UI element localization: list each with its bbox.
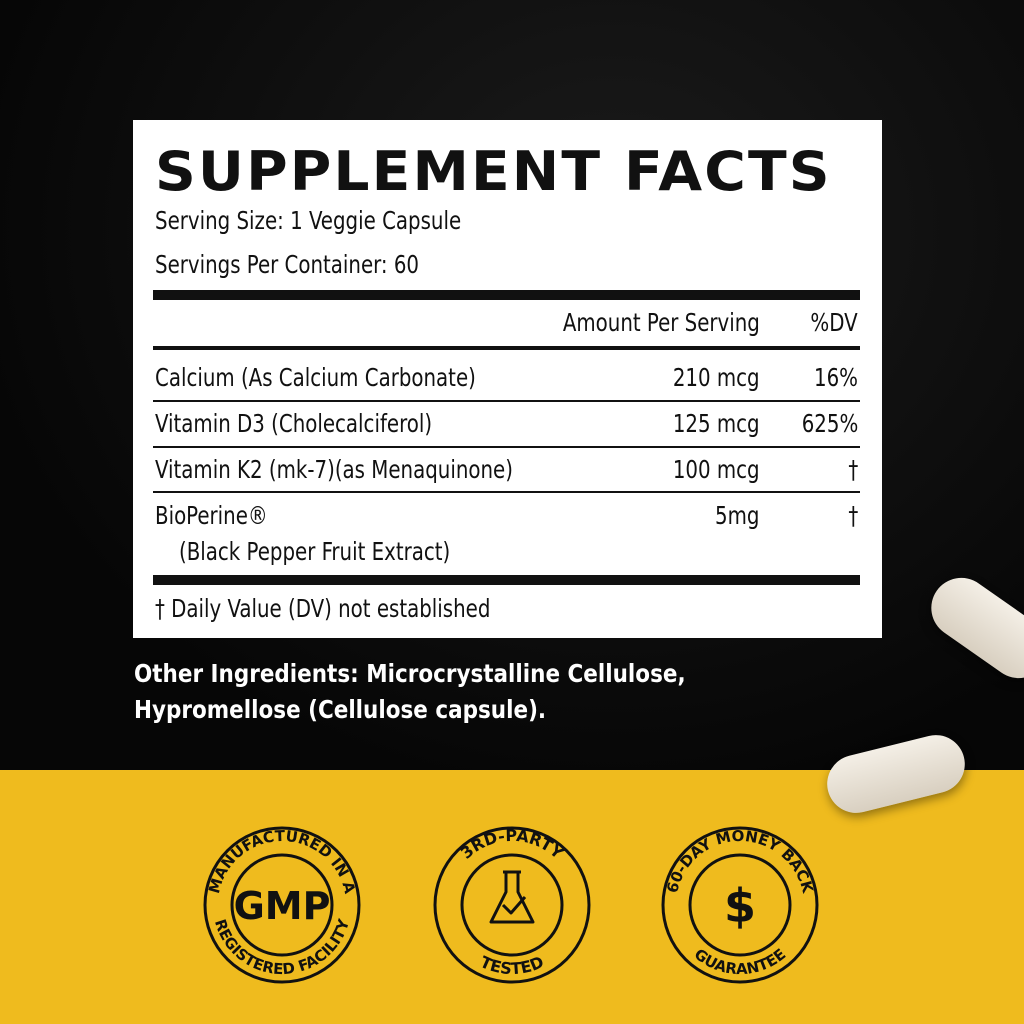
divider-thick	[153, 575, 860, 585]
footnote: † Daily Value (DV) not established	[155, 594, 491, 623]
servings-per-container: Servings Per Container: 60	[155, 250, 420, 279]
row-dv: †	[848, 455, 858, 484]
divider	[153, 400, 860, 402]
dollar-icon: $	[724, 879, 756, 933]
badge-gmp	[203, 826, 361, 984]
divider-thick	[153, 290, 860, 300]
divider	[153, 491, 860, 493]
row-name: Vitamin D3 (Cholecalciferol)	[155, 409, 433, 438]
badge-money-back	[661, 826, 819, 984]
badge-center-text: GMP	[234, 884, 331, 928]
other-ingredients: Other Ingredients: Microcrystalline Cell…	[134, 659, 686, 724]
row-amount: 210 mcg	[673, 363, 760, 392]
row-amount: 5mg	[715, 501, 760, 530]
divider	[153, 446, 860, 448]
badge-top-text: 3RD-PARTY	[457, 826, 567, 863]
supplement-facts-panel: SUPPLEMENT FACTS Serving Size: 1 Veggie …	[133, 120, 882, 638]
row-dv: 16%	[814, 363, 858, 392]
row-name: Calcium (As Calcium Carbonate)	[155, 363, 476, 392]
row-name: BioPerine®	[155, 501, 268, 530]
divider	[153, 346, 860, 350]
facts-title: SUPPLEMENT FACTS	[155, 140, 832, 203]
row-dv: 625%	[801, 409, 858, 438]
header-amount: Amount Per Serving	[562, 308, 760, 337]
row-amount: 125 mcg	[673, 409, 760, 438]
flask-check-icon	[489, 870, 535, 924]
row-name: Vitamin K2 (mk-7)(as Menaquinone)	[155, 455, 513, 484]
row-subname: (Black Pepper Fruit Extract)	[179, 537, 451, 566]
badge-third-party	[433, 826, 591, 984]
serving-size: Serving Size: 1 Veggie Capsule	[155, 206, 462, 235]
row-amount: 100 mcg	[673, 455, 760, 484]
row-dv: †	[848, 501, 858, 530]
header-dv: %DV	[810, 308, 858, 337]
